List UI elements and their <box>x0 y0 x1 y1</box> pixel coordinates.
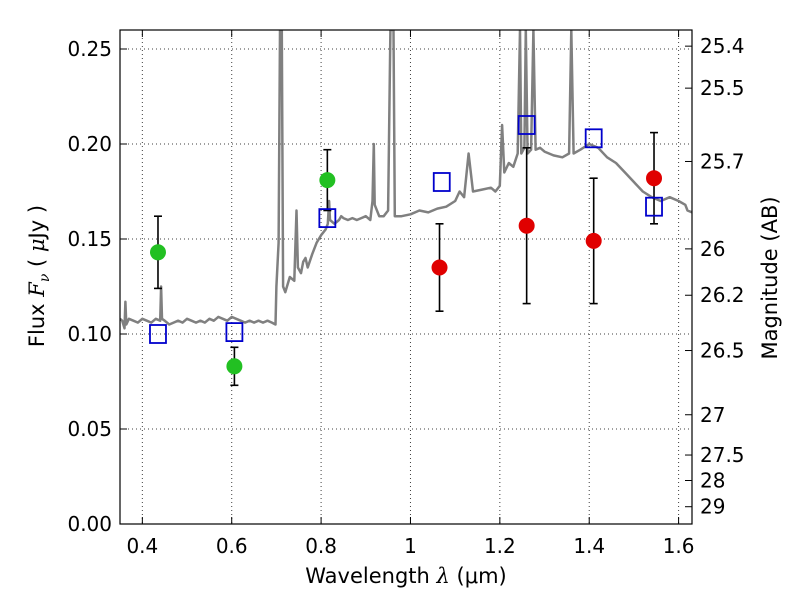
x-tick-label: 1.4 <box>573 534 605 558</box>
observed-flux-point <box>149 244 166 261</box>
y-axis-title: Flux Fν ( μJy ) <box>25 205 53 347</box>
plot-frame <box>119 29 693 525</box>
model-square-marker <box>318 208 337 229</box>
magnitude-tick-label: 26.2 <box>700 283 745 307</box>
y-tick-label: 0.00 <box>67 512 112 536</box>
x-tick-labels: 0.4 0.6 0.8 1 1.2 1.4 1.6 <box>126 534 694 558</box>
grid-lines <box>120 30 692 524</box>
x-axis-title: Wavelength λ (μm) <box>305 564 506 588</box>
magnitude-tick-label: 25.4 <box>700 34 745 58</box>
x-tick-label: 0.4 <box>126 534 158 558</box>
model-square-marker <box>432 172 451 192</box>
x-tick-label: 0.8 <box>305 534 337 558</box>
magnitude-tick-label: 25.5 <box>700 76 745 100</box>
x-tick-label: 1.2 <box>484 534 516 558</box>
y-tick-label: 0.05 <box>67 417 112 441</box>
model-square-marker <box>149 324 167 344</box>
y-tick-label: 0.10 <box>67 322 112 346</box>
y2-axis-title: Magnitude (AB) <box>758 196 782 359</box>
magnitude-tick-label: 29 <box>700 495 725 519</box>
observed-flux-point <box>431 259 448 276</box>
x-tick-label: 0.6 <box>216 534 248 558</box>
model-spectrum <box>120 30 692 330</box>
observed-flux-point <box>646 170 663 187</box>
model-square-marker <box>517 115 536 135</box>
magnitude-tick-label: 26.5 <box>700 339 745 363</box>
y-tick-label: 0.20 <box>67 132 112 156</box>
observed-flux-point <box>518 217 535 234</box>
magnitude-tick-label: 27 <box>700 403 725 427</box>
model-spectrum-line <box>120 30 692 330</box>
x-tick-label: 1 <box>404 534 417 558</box>
model-square-marker <box>645 196 663 217</box>
y-tick-label: 0.25 <box>67 37 112 61</box>
magnitude-tick-label: 28 <box>700 468 725 492</box>
y-tick-labels: 0.00 0.05 0.10 0.15 0.20 0.25 <box>67 37 112 536</box>
magnitude-tick-label: 27.5 <box>700 443 745 467</box>
observed-flux-point <box>585 232 602 249</box>
magnitude-tick-label: 25.7 <box>700 149 745 173</box>
axis-ticks <box>120 30 692 525</box>
magnitude-tick-labels: 25.4 25.5 25.7 26 26.2 26.5 27 27.528 29 <box>700 34 745 519</box>
model-square-marker <box>225 322 244 343</box>
y-tick-label: 0.15 <box>67 227 112 251</box>
error-bars <box>153 131 659 387</box>
magnitude-tick-label: 26 <box>700 237 725 261</box>
x-tick-label: 1.6 <box>663 534 695 558</box>
model-square-marker <box>584 128 603 149</box>
observed-flux-point <box>319 172 336 189</box>
photometry-markers <box>149 115 663 375</box>
observed-flux-point <box>226 358 243 375</box>
